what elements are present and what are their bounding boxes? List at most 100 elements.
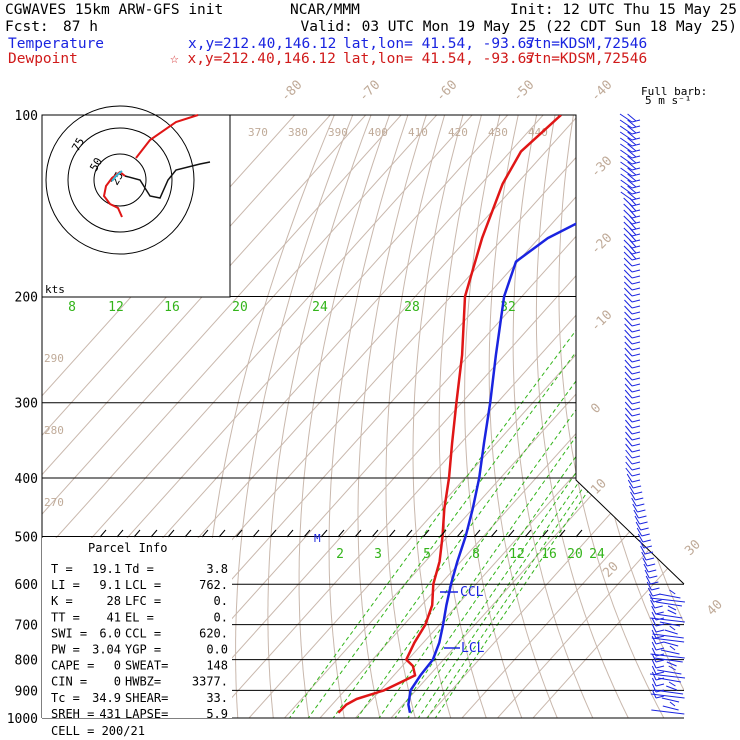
parcel-param-value: 0. bbox=[214, 610, 228, 624]
hodograph-ring-label: 50 bbox=[87, 156, 105, 174]
wind-barb bbox=[623, 215, 641, 225]
wind-barb bbox=[623, 281, 641, 291]
wind-barb-low bbox=[654, 657, 683, 663]
wind-barb-staff bbox=[631, 413, 641, 417]
theta-label: 430 bbox=[488, 126, 508, 139]
wind-barb-staff bbox=[631, 347, 641, 351]
wind-barb bbox=[624, 305, 641, 315]
wind-barb-flag bbox=[620, 155, 633, 165]
wind-barb bbox=[620, 167, 641, 177]
wind-barb-flag bbox=[627, 173, 637, 182]
isotherm-label: -70 bbox=[356, 78, 383, 105]
theta-label: 440 bbox=[528, 126, 548, 139]
isotherm-line bbox=[485, 115, 684, 718]
isotherm-line bbox=[379, 115, 684, 718]
wind-barb-flag bbox=[651, 641, 657, 651]
wind-barb-staff bbox=[655, 629, 665, 633]
wind-barb-staff bbox=[631, 365, 641, 369]
parcel-param-value: 3377. bbox=[192, 675, 228, 689]
dry-adiabat-line bbox=[464, 115, 528, 718]
wind-barb-low bbox=[650, 653, 685, 659]
wind-barb-low bbox=[656, 601, 683, 607]
wind-barb-staff bbox=[634, 491, 643, 495]
wind-barb-staff bbox=[655, 665, 665, 669]
parcel-param-label: LI = bbox=[51, 578, 80, 592]
wind-barb bbox=[651, 635, 665, 645]
wind-barb-flag bbox=[647, 587, 653, 597]
parcel-param-label: SWI = bbox=[51, 626, 87, 640]
wind-barb-flag bbox=[627, 185, 637, 194]
wind-barb-flag bbox=[634, 515, 640, 525]
mixing-ratio-label: 12 bbox=[108, 300, 124, 315]
tick-slash bbox=[558, 529, 566, 538]
wind-barb bbox=[625, 461, 641, 471]
hodograph-ring bbox=[93, 153, 147, 207]
wind-barb-staff bbox=[645, 557, 655, 561]
wind-barb bbox=[623, 239, 641, 249]
wind-barb-staff bbox=[655, 641, 665, 645]
wind-barb bbox=[623, 233, 641, 243]
wind-barb bbox=[641, 551, 655, 561]
dry-adiabat-line bbox=[535, 115, 636, 718]
wind-barb-staff bbox=[631, 335, 641, 339]
wind-barb-staff bbox=[655, 635, 665, 639]
wind-barb-flag bbox=[629, 251, 637, 260]
parcel-param-value: 762. bbox=[199, 578, 228, 592]
parcel-param-label: CIN = bbox=[51, 675, 87, 689]
wind-barb-flag bbox=[629, 233, 637, 242]
parcel-param-label: SWEAT= bbox=[125, 659, 168, 673]
wind-barb bbox=[619, 125, 641, 135]
wind-barb-flag bbox=[624, 293, 633, 303]
wind-barb-low bbox=[655, 613, 683, 619]
tick-slash bbox=[507, 529, 515, 538]
wind-barb bbox=[620, 173, 641, 183]
pressure-tick-label: 600 bbox=[15, 578, 38, 593]
wind-barb-low bbox=[657, 677, 682, 683]
wind-barb-staff bbox=[631, 431, 641, 435]
wind-barb-flag bbox=[624, 353, 633, 363]
wind-barb bbox=[624, 395, 641, 405]
wind-barb-staff bbox=[631, 461, 641, 465]
theta-label: 280 bbox=[44, 424, 64, 437]
wind-barbs bbox=[619, 113, 686, 715]
wind-barb-low bbox=[666, 661, 677, 667]
wind-barb-flag bbox=[619, 131, 633, 141]
wind-barb-staff bbox=[631, 407, 641, 411]
wind-barb bbox=[640, 545, 654, 555]
wind-barb bbox=[628, 485, 643, 495]
wind-barb-low bbox=[662, 705, 679, 711]
dry-adiabat-line bbox=[512, 115, 600, 718]
wind-barb bbox=[620, 185, 641, 195]
wind-barb-low bbox=[649, 673, 686, 679]
wind-barb-staff bbox=[631, 479, 641, 483]
wind-barb-flag bbox=[646, 581, 652, 591]
valid-time: Valid: 03 UTC Mon 19 May 25 (22 CDT Sun … bbox=[301, 19, 738, 35]
temperature-profile bbox=[407, 222, 576, 713]
wind-barb-staff bbox=[631, 443, 641, 447]
wind-barb-staff bbox=[635, 497, 644, 501]
pressure-tick-label: 1000 bbox=[7, 712, 38, 727]
wind-barb-low bbox=[668, 681, 676, 687]
wind-barb bbox=[644, 569, 658, 579]
pressure-tick-label: 900 bbox=[15, 684, 38, 699]
tick-slash bbox=[388, 529, 396, 538]
sounding-annotations: CCL LCL M bbox=[99, 529, 583, 656]
tick-slash bbox=[252, 529, 260, 538]
wind-barb-flag bbox=[631, 497, 637, 507]
isotherm-line bbox=[308, 115, 684, 718]
wind-barb bbox=[651, 653, 665, 663]
wind-barb-flag bbox=[625, 443, 633, 453]
wind-barb-flag bbox=[624, 395, 633, 405]
mixing-ratio-label: 24 bbox=[589, 547, 605, 562]
isotherm-label: -10 bbox=[588, 308, 615, 335]
wind-barb-flag bbox=[619, 125, 633, 135]
wind-barb-flag bbox=[623, 281, 633, 291]
wind-barb-flag bbox=[625, 455, 633, 465]
pressure-tick-label: 300 bbox=[15, 397, 38, 412]
pressure-tick-label: 700 bbox=[15, 619, 38, 634]
wind-barb-flag bbox=[624, 347, 633, 357]
wind-barb bbox=[632, 503, 646, 513]
mixing-ratio-label: 20 bbox=[567, 547, 583, 562]
parcel-info-title: Parcel Info bbox=[88, 541, 167, 555]
dry-adiabat-line bbox=[488, 115, 564, 718]
